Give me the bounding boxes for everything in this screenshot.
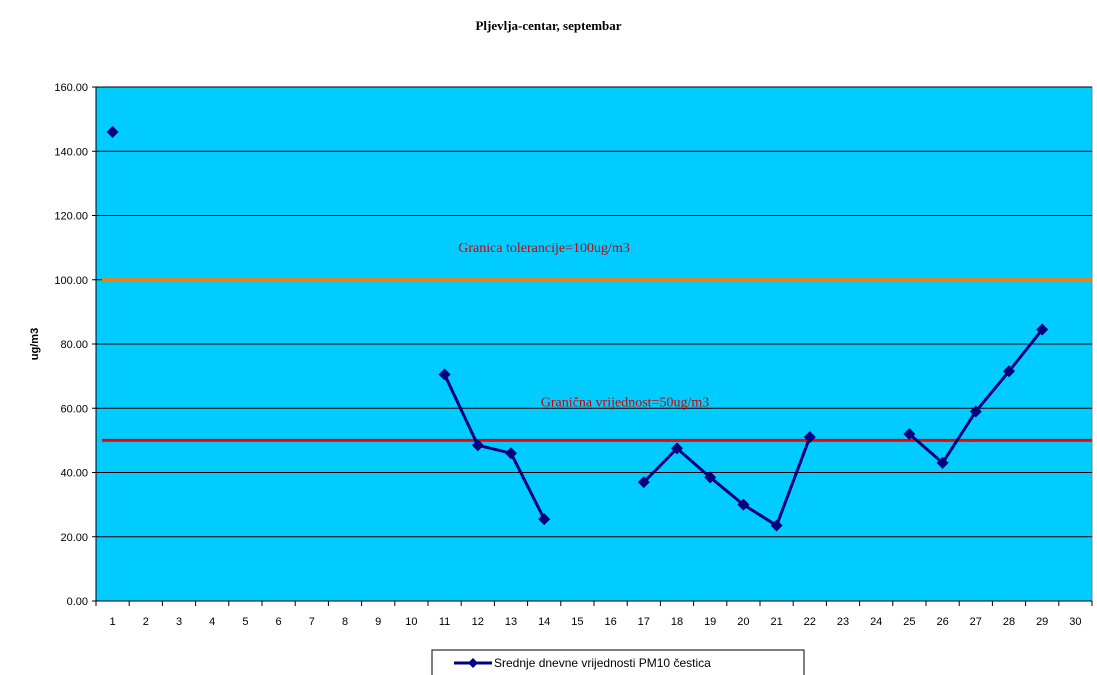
x-tick-label: 22: [804, 616, 816, 628]
x-tick-label: 14: [538, 616, 550, 628]
data-point: [737, 498, 750, 511]
x-tick-label: 25: [903, 616, 915, 628]
x-tick-label: 5: [242, 616, 248, 628]
x-tick-label: 23: [837, 616, 849, 628]
x-tick-label: 15: [571, 616, 583, 628]
data-point: [770, 519, 783, 532]
x-tick-label: 27: [970, 616, 982, 628]
data-point: [704, 471, 717, 484]
x-tick-label: 28: [1003, 616, 1015, 628]
x-tick-label: 9: [375, 616, 381, 628]
y-tick-label: 160.00: [54, 82, 88, 94]
reference-line-label: Granična vrijednost=50ug/m3: [541, 395, 709, 410]
data-point: [1003, 365, 1015, 378]
x-tick-label: 13: [505, 616, 517, 628]
x-tick-label: 20: [737, 616, 749, 628]
data-point: [903, 427, 916, 440]
legend-label: Srednje dnevne vrijednosti PM10 čestica: [494, 656, 711, 670]
x-tick-label: 18: [671, 616, 683, 628]
series-line: [642, 436, 812, 528]
x-tick-label: 16: [604, 616, 616, 628]
x-tick-label: 1: [110, 616, 116, 628]
x-tick-label: 21: [770, 616, 782, 628]
x-tick-label: 6: [276, 616, 282, 628]
x-tick-label: 4: [209, 616, 215, 628]
y-tick-label: 100.00: [54, 275, 88, 287]
y-tick-label: 40.00: [60, 468, 88, 480]
data-point: [637, 476, 650, 489]
data-point: [538, 513, 551, 526]
chart-title: Pljevlja-centar, septembar: [475, 18, 622, 33]
y-tick-label: 140.00: [54, 146, 88, 158]
x-tick-label: 11: [439, 616, 450, 628]
reference-lines: Granica tolerancije=100ug/m3 Granična vri…: [102, 241, 1092, 442]
data-point: [936, 456, 949, 469]
y-axis: 0.00 20.00 40.00 60.00 80.00 100.00 120.00 140.…: [54, 82, 97, 608]
legend-marker: [468, 658, 478, 668]
data-point: [803, 431, 816, 444]
y-tick-label: 20.00: [60, 532, 88, 544]
y-tick-label: 80.00: [60, 339, 88, 351]
data-point: [106, 125, 119, 138]
x-tick-label: 2: [143, 616, 149, 628]
legend-box: [431, 649, 805, 675]
series-layer: [106, 125, 1049, 532]
x-axis: 1 2 3 4 5 6 7 8 9 10 11 12 13 14 15 16 17 18 19 20 21 22 23 24 2…: [95, 600, 1093, 628]
data-point: [1036, 323, 1049, 336]
y-tick-label: 60.00: [60, 403, 88, 415]
data-point: [671, 442, 683, 455]
x-tick-label: 24: [870, 616, 882, 628]
reference-line-label: Granica tolerancije=100ug/m3: [458, 241, 630, 256]
y-tick-label: 0.00: [67, 596, 88, 608]
x-tick-label: 17: [638, 616, 650, 628]
series-line: [443, 373, 546, 520]
legend: Srednje dnevne vrijednosti PM10 čestica: [431, 649, 805, 675]
y-tick-label: 120.00: [54, 211, 88, 223]
y-axis-label: ug/m3: [29, 328, 41, 360]
x-tick-label: 10: [405, 616, 417, 628]
x-tick-label: 29: [1036, 616, 1048, 628]
x-tick-label: 30: [1069, 616, 1081, 628]
x-tick-label: 26: [936, 616, 948, 628]
x-tick-label: 3: [176, 616, 182, 628]
data-point: [505, 447, 517, 460]
x-tick-label: 19: [704, 616, 716, 628]
data-point: [438, 368, 451, 381]
x-tick-label: 8: [342, 616, 348, 628]
data-point: [969, 405, 982, 418]
x-tick-label: 12: [472, 616, 484, 628]
data-point: [471, 439, 484, 452]
x-tick-label: 7: [309, 616, 315, 628]
